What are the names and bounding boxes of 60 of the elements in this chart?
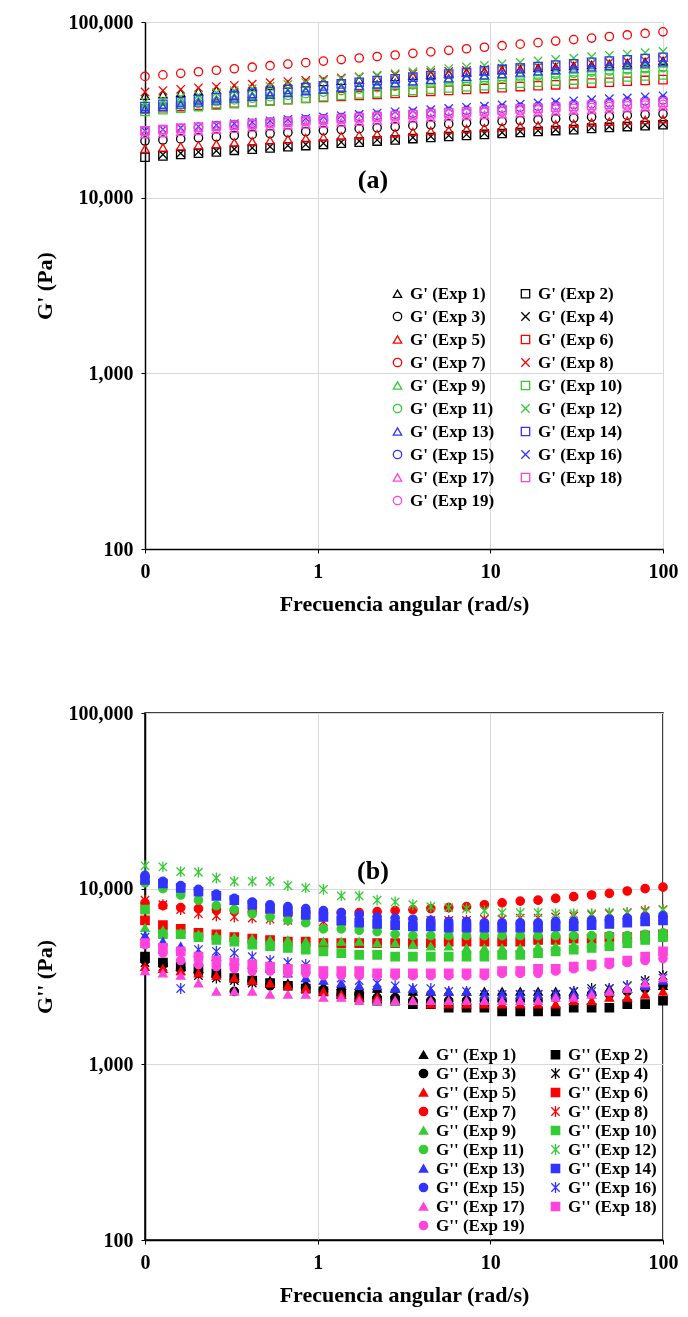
legend-label: G'' (Exp 6) <box>568 1082 649 1102</box>
legend-label: G' (Exp 6) <box>538 329 614 349</box>
y-axis-title: G'' (Pa) <box>31 940 57 1014</box>
legend-label: G'' (Exp 16) <box>568 1177 657 1197</box>
legend-label: G'' (Exp 5) <box>436 1082 517 1102</box>
legend-label: G'' (Exp 15) <box>436 1177 525 1197</box>
legend-label: G' (Exp 17) <box>410 467 495 487</box>
y-axis-title: G' (Pa) <box>31 252 57 320</box>
y-tick-label: 1,000 <box>88 1052 134 1075</box>
y-tick-label: 100,000 <box>68 701 134 724</box>
legend-label: G' (Exp 1) <box>410 283 486 303</box>
y-tick-label: 100 <box>103 537 134 560</box>
x-axis-title: Frecuencia angular (rad/s) <box>279 590 530 616</box>
legend-label: G'' (Exp 1) <box>436 1044 517 1064</box>
legend-label: G'' (Exp 12) <box>568 1139 657 1159</box>
legend-label: G'' (Exp 9) <box>436 1120 517 1140</box>
annotation: (a) <box>357 165 389 195</box>
legend-label: G'' (Exp 7) <box>436 1101 517 1121</box>
legend-label: G'' (Exp 2) <box>568 1044 649 1064</box>
legend-label: G'' (Exp 8) <box>568 1101 649 1121</box>
x-tick-label: 10 <box>480 559 501 582</box>
legend-label: G' (Exp 7) <box>410 352 486 372</box>
y-tick-label: 100 <box>103 1228 134 1251</box>
y-tick-label: 1,000 <box>88 361 134 384</box>
legend-label: G'' (Exp 10) <box>568 1120 657 1140</box>
x-tick-label: 0 <box>140 559 151 582</box>
legend-label: G' (Exp 4) <box>538 306 614 326</box>
x-axis-title: Frecuencia angular (rad/s) <box>279 1281 530 1307</box>
legend-label: G'' (Exp 17) <box>436 1196 525 1216</box>
legend-label: G'' (Exp 19) <box>436 1215 525 1235</box>
legend-label: G' (Exp 16) <box>538 444 623 464</box>
annotation: (b) <box>357 856 389 886</box>
legend-label: G'' (Exp 3) <box>436 1063 517 1083</box>
legend-label: G'' (Exp 13) <box>436 1158 525 1178</box>
legend-label: G'' (Exp 14) <box>568 1158 657 1178</box>
y-tick-label: 10,000 <box>78 877 134 900</box>
x-tick-label: 1 <box>313 559 324 582</box>
legend-label: G' (Exp 14) <box>538 421 623 441</box>
legend-label: G' (Exp 11) <box>410 398 494 418</box>
legend-label: G' (Exp 8) <box>538 352 614 372</box>
x-tick-label: 0 <box>140 1250 151 1273</box>
legend-label: G' (Exp 13) <box>410 421 495 441</box>
x-tick-label: 1 <box>313 1250 324 1273</box>
legend-label: G' (Exp 12) <box>538 398 623 418</box>
y-tick-label: 100,000 <box>68 10 134 33</box>
legend-label: G'' (Exp 18) <box>568 1196 657 1216</box>
x-tick-label: 10 <box>480 1250 501 1273</box>
legend-label: G'' (Exp 4) <box>568 1063 649 1083</box>
legend-label: G' (Exp 10) <box>538 375 623 395</box>
legend-label: G' (Exp 3) <box>410 306 486 326</box>
legend-label: G'' (Exp 11) <box>436 1139 524 1159</box>
legend-label: G' (Exp 18) <box>538 467 623 487</box>
legend-label: G' (Exp 5) <box>410 329 486 349</box>
legend-label: G' (Exp 15) <box>410 444 495 464</box>
legend-label: G' (Exp 2) <box>538 283 614 303</box>
legend-label: G' (Exp 9) <box>410 375 486 395</box>
legend-label: G' (Exp 19) <box>410 490 495 510</box>
y-tick-label: 10,000 <box>78 186 134 209</box>
x-tick-label: 100 <box>648 559 679 582</box>
x-tick-label: 100 <box>648 1250 679 1273</box>
